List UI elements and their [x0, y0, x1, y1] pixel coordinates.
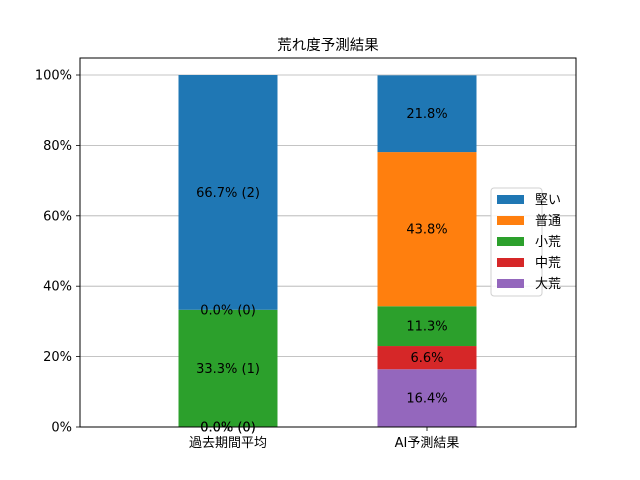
- bar-segment-1-1: [377, 346, 477, 370]
- legend-swatch: [497, 195, 524, 204]
- legend-label: 堅い: [535, 193, 561, 208]
- data-label: 43.8%: [406, 223, 447, 238]
- bar-segment-2-0: [178, 309, 278, 427]
- x-tick-label: 過去期間平均: [189, 436, 267, 451]
- data-label: 21.8%: [406, 107, 447, 122]
- legend-label: 小荒: [535, 235, 561, 250]
- legend-label: 中荒: [535, 256, 561, 271]
- data-label: 6.6%: [410, 351, 443, 366]
- bar-segment-3-1: [377, 152, 477, 307]
- data-label: 16.4%: [406, 392, 447, 407]
- y-tick-label: 0%: [51, 421, 72, 436]
- legend-swatch: [497, 216, 524, 225]
- chart-title: 荒れ度予測結果: [277, 37, 379, 54]
- x-tick-label: AI予測結果: [395, 436, 460, 451]
- y-tick-label: 80%: [43, 139, 72, 154]
- data-label: 0.0% (0): [200, 303, 256, 318]
- legend-label: 普通: [535, 214, 561, 229]
- legend-label: 大荒: [535, 277, 561, 292]
- bar-segment-2-1: [377, 306, 477, 347]
- legend-swatch: [497, 237, 524, 246]
- bars-layer: [178, 75, 477, 427]
- data-label: 33.3% (1): [196, 362, 260, 377]
- y-tick-label: 100%: [35, 69, 72, 84]
- legend-swatch: [497, 279, 524, 288]
- data-label: 66.7% (2): [196, 186, 260, 201]
- legend-swatch: [497, 258, 524, 267]
- bar-segment-4-0: [178, 75, 278, 310]
- y-tick-label: 20%: [43, 350, 72, 365]
- plot-frame: [79, 57, 577, 428]
- y-tick-label: 60%: [43, 209, 72, 224]
- bar-segment-4-1: [377, 75, 477, 153]
- data-label: 11.3%: [406, 320, 447, 335]
- axes-layer: 0% 20% 40% 60% 80% 100% 過去期間平均 AI予測結果: [35, 69, 460, 452]
- y-tick-label: 40%: [43, 280, 72, 295]
- bar-segment-0-1: [377, 369, 477, 427]
